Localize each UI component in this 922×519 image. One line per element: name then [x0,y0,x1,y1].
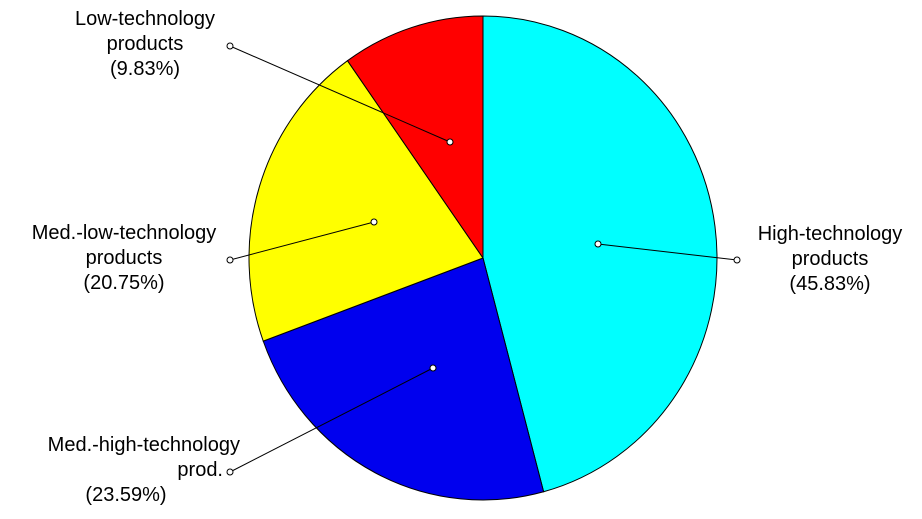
slice-labels: High-technology products (45.83%) Med.-high… [32,8,903,506]
slice-label-4-line-2: products [107,33,184,55]
slice-anchor-dot-4 [446,138,454,146]
slice-label-3-line-2: products [86,247,163,269]
leader-line-2 [229,367,434,473]
slice-label-3-line-3: (20.75%) [83,272,164,294]
label-anchor-dot-2 [226,468,234,476]
slice-anchor-dot-3 [370,218,378,226]
slice-label-1-line-2: products [792,248,869,270]
pie-slice-3 [248,60,484,342]
label-anchor-dot-4 [226,42,234,50]
pie-slice-4 [346,15,484,260]
label-anchor-dot-1 [733,256,741,264]
slice-label-2-line-1: Med.-high-technology [48,434,240,456]
leader-line-3 [229,221,375,261]
leader-lines [226,42,741,476]
slice-label-4-line-3: (9.83%) [110,58,180,80]
pie-slice-1 [482,15,718,493]
slice-label-1-line-3: (45.83%) [789,273,870,295]
slice-label-4-line-1: Low-technology [75,8,215,30]
leader-line-1 [597,243,738,261]
slice-label-1-line-1: High-technology [758,223,903,245]
slice-anchor-dot-1 [594,240,602,248]
slice-label-3-line-1: Med.-low-technology [32,222,217,244]
slice-label-2-line-2: prod. [177,459,223,481]
leader-line-4 [229,45,451,143]
label-anchor-dot-3 [226,256,234,264]
pie-slices [248,15,718,501]
slice-anchor-dot-2 [429,364,437,372]
slice-label-2-line-3: (23.59%) [85,484,166,506]
pie-slice-2 [262,257,545,501]
